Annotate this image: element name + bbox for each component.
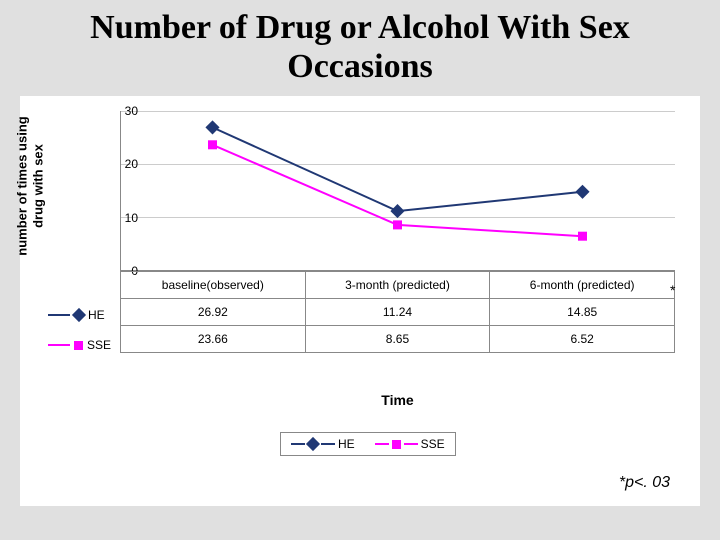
cell-sse-1: 8.65 — [305, 326, 490, 353]
y-axis-label: number of times using drug with sex — [14, 106, 45, 266]
legend-item-sse: SSE — [375, 437, 445, 451]
series-name-sse: SSE — [87, 338, 111, 352]
x-axis-title: Time — [120, 392, 675, 408]
col-header-0: baseline(observed) — [121, 272, 306, 299]
cell-he-2: 14.85 — [490, 299, 675, 326]
y-tick-30: 30 — [125, 104, 138, 118]
square-icon — [392, 440, 401, 449]
table-header-row: baseline(observed) 3-month (predicted) 6… — [121, 272, 675, 299]
row-label-he: HE — [48, 308, 118, 322]
diamond-icon — [72, 308, 86, 322]
y-tick-20: 20 — [125, 157, 138, 171]
plot-region — [120, 111, 675, 271]
cell-he-0: 26.92 — [121, 299, 306, 326]
row-label-sse: SSE — [48, 338, 118, 352]
col-header-2: 6-month (predicted) — [490, 272, 675, 299]
cell-sse-0: 23.66 — [121, 326, 306, 353]
legend-item-he: HE — [291, 437, 355, 451]
legend-label-sse: SSE — [421, 437, 445, 451]
chart-container: number of times using drug with sex — [20, 96, 700, 506]
chart-lines — [120, 111, 675, 271]
cell-sse-2: 6.52 — [490, 326, 675, 353]
square-icon — [74, 341, 83, 350]
diamond-icon — [306, 437, 320, 451]
series-name-he: HE — [88, 308, 105, 322]
legend: HE SSE — [280, 432, 456, 456]
slide: Number of Drug or Alcohol With Sex Occas… — [0, 0, 720, 540]
slide-title: Number of Drug or Alcohol With Sex Occas… — [20, 8, 700, 86]
table-row: 23.66 8.65 6.52 — [121, 326, 675, 353]
y-axis-label-line2: drug with sex — [30, 144, 45, 228]
footnote: *p<. 03 — [619, 474, 670, 492]
col-header-1: 3-month (predicted) — [305, 272, 490, 299]
y-tick-10: 10 — [125, 211, 138, 225]
data-table: baseline(observed) 3-month (predicted) 6… — [120, 271, 675, 353]
cell-he-1: 11.24 — [305, 299, 490, 326]
legend-label-he: HE — [338, 437, 355, 451]
asterisk-marker: * — [670, 282, 675, 298]
y-axis-label-line1: number of times using — [14, 116, 29, 255]
table-row: 26.92 11.24 14.85 — [121, 299, 675, 326]
